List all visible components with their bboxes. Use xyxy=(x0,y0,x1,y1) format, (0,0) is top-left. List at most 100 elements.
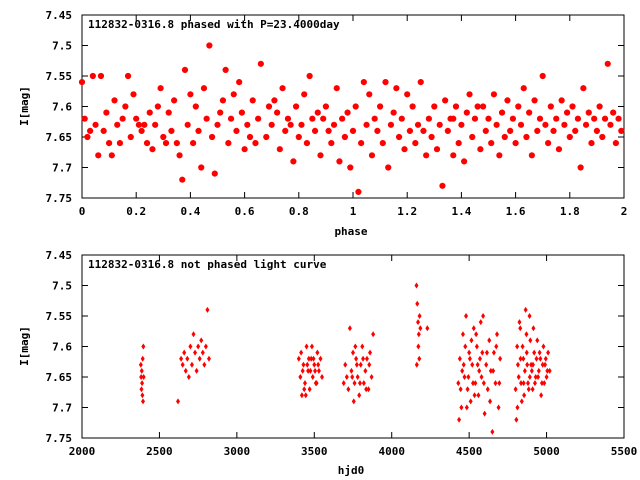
data-point xyxy=(475,361,480,368)
data-point xyxy=(307,386,312,393)
x-tick-label: 3000 xyxy=(224,445,251,458)
data-point xyxy=(531,325,536,332)
data-point xyxy=(183,367,188,374)
data-point xyxy=(618,127,625,134)
data-point xyxy=(577,164,584,171)
data-point xyxy=(515,103,522,110)
data-point xyxy=(287,121,294,128)
data-point xyxy=(490,91,498,98)
data-point xyxy=(488,398,493,405)
data-point xyxy=(545,367,550,374)
data-point xyxy=(599,133,606,141)
data-point xyxy=(457,355,462,362)
y-tick-label: 7.5 xyxy=(52,280,72,293)
data-point xyxy=(302,386,307,393)
data-point xyxy=(458,386,463,393)
data-point xyxy=(528,337,533,344)
data-point xyxy=(515,361,520,368)
data-point xyxy=(339,115,346,122)
data-point xyxy=(363,121,370,128)
data-point xyxy=(539,380,544,387)
data-point xyxy=(279,85,286,92)
data-point xyxy=(358,140,365,147)
data-point xyxy=(369,374,374,380)
data-point xyxy=(512,140,519,147)
data-point xyxy=(371,331,376,338)
data-point xyxy=(474,343,479,350)
data-point xyxy=(417,355,422,362)
data-point xyxy=(529,367,534,374)
data-point xyxy=(230,91,237,98)
data-point xyxy=(298,374,303,380)
data-point xyxy=(520,343,525,350)
data-point xyxy=(138,127,145,134)
data-point xyxy=(185,355,190,362)
data-point xyxy=(303,140,311,147)
data-point xyxy=(390,109,397,116)
data-point xyxy=(528,152,535,159)
data-point xyxy=(519,398,524,405)
data-point xyxy=(536,367,541,374)
data-point xyxy=(308,367,313,374)
data-point xyxy=(521,380,526,387)
data-point xyxy=(460,367,465,374)
data-point xyxy=(100,127,107,134)
data-point xyxy=(350,374,355,380)
x-tick-label: 0.6 xyxy=(235,205,255,218)
x-tick-label: 2500 xyxy=(146,445,173,458)
data-point xyxy=(469,133,476,141)
x-tick-label: 4500 xyxy=(456,445,483,458)
data-point xyxy=(263,133,270,141)
data-point xyxy=(536,374,541,380)
data-point xyxy=(518,325,523,332)
x-tick-label: 0 xyxy=(79,205,86,218)
data-point xyxy=(181,66,189,73)
data-point xyxy=(542,380,547,387)
data-point xyxy=(477,367,482,374)
data-point xyxy=(171,97,178,104)
data-point xyxy=(431,103,438,110)
data-point xyxy=(211,170,218,177)
data-point xyxy=(196,343,201,350)
data-point xyxy=(558,97,565,104)
data-point xyxy=(387,121,395,128)
data-point xyxy=(456,380,461,387)
data-point xyxy=(540,361,545,368)
data-point xyxy=(465,386,470,393)
data-point xyxy=(316,361,321,368)
data-point xyxy=(347,325,352,332)
data-point xyxy=(516,374,521,380)
data-point xyxy=(484,349,489,356)
data-point xyxy=(265,103,273,110)
data-point xyxy=(423,152,430,159)
data-point xyxy=(546,349,551,356)
data-point xyxy=(341,133,348,141)
data-point xyxy=(550,127,557,134)
data-point xyxy=(382,78,389,86)
data-point xyxy=(190,140,197,147)
data-point xyxy=(182,349,187,356)
data-point xyxy=(139,374,144,380)
data-point xyxy=(476,392,481,399)
data-point xyxy=(198,164,205,171)
data-point xyxy=(309,343,314,350)
data-point xyxy=(474,331,479,338)
data-point xyxy=(238,109,245,116)
data-point xyxy=(105,140,113,147)
unphased-light-curve-panel: 112832-0316.8 not phased light curve hjd… xyxy=(18,249,637,477)
data-point xyxy=(146,109,153,116)
data-point xyxy=(615,115,622,122)
y-tick-label: 7.55 xyxy=(46,70,73,83)
data-point xyxy=(138,361,143,368)
data-point xyxy=(179,355,184,362)
x-tick-label: 5500 xyxy=(611,445,638,458)
data-point xyxy=(360,343,365,350)
data-point xyxy=(306,72,313,80)
data-point xyxy=(349,367,354,374)
data-point xyxy=(352,380,357,387)
data-point xyxy=(355,374,360,380)
data-point xyxy=(496,404,501,411)
y-axis-label: I[mag] xyxy=(18,86,31,126)
data-point xyxy=(186,374,191,380)
x-tick-label: 1.2 xyxy=(397,205,417,218)
